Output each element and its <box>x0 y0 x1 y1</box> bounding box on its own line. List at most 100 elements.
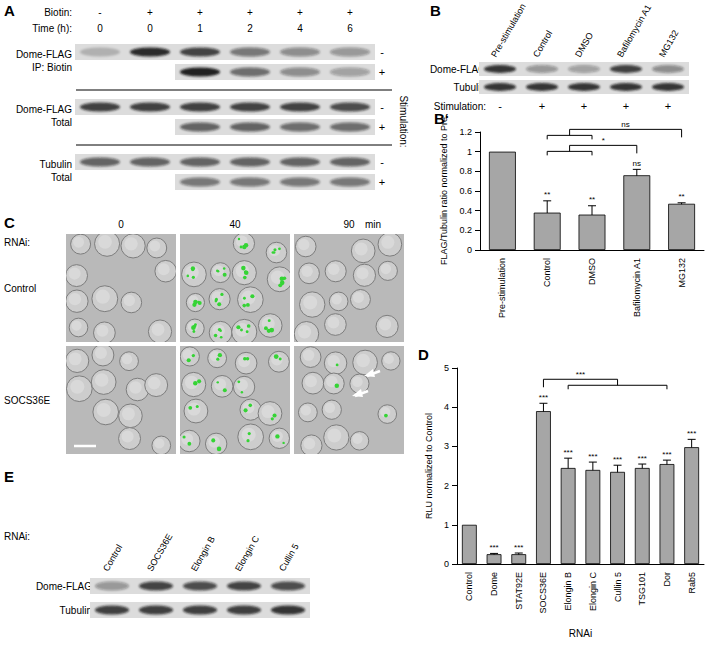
svg-text:4: 4 <box>297 23 303 34</box>
svg-text:***: *** <box>588 452 597 461</box>
svg-text:***: *** <box>514 543 523 552</box>
svg-text:Elongin C: Elongin C <box>588 572 598 612</box>
svg-text:***: *** <box>613 455 622 464</box>
svg-text:Pre-stimulation: Pre-stimulation <box>497 258 507 318</box>
svg-text:0.4: 0.4 <box>459 206 472 216</box>
svg-text:RNAi:: RNAi: <box>4 237 30 248</box>
svg-text:Time (h):: Time (h): <box>32 23 72 34</box>
svg-text:Elongin B: Elongin B <box>563 572 573 611</box>
svg-text:Tubulin: Tubulin <box>40 159 72 170</box>
svg-text:0.2: 0.2 <box>459 225 472 235</box>
svg-text:0.6: 0.6 <box>459 186 472 196</box>
svg-text:-: - <box>98 7 101 18</box>
svg-text:0: 0 <box>444 559 449 569</box>
svg-text:+: + <box>379 66 385 78</box>
svg-text:RNAi:: RNAi: <box>4 531 30 542</box>
svg-text:0: 0 <box>97 23 103 34</box>
svg-text:Dome-FLAG: Dome-FLAG <box>16 49 72 60</box>
svg-text:1.2: 1.2 <box>459 127 472 137</box>
svg-text:Cullin 5: Cullin 5 <box>277 542 301 573</box>
svg-text:90: 90 <box>343 219 355 230</box>
svg-text:Stimulation:: Stimulation: <box>398 95 409 147</box>
svg-text:0: 0 <box>118 219 124 230</box>
svg-text:Dor: Dor <box>662 572 672 587</box>
svg-text:Dome: Dome <box>489 572 499 596</box>
svg-text:3: 3 <box>444 441 449 451</box>
svg-text:-: - <box>498 100 502 112</box>
svg-text:0: 0 <box>147 23 153 34</box>
svg-text:B: B <box>430 2 441 19</box>
svg-text:***: *** <box>638 454 647 463</box>
svg-text:SOCS36E: SOCS36E <box>4 395 50 406</box>
svg-text:Biotin:: Biotin: <box>44 7 72 18</box>
svg-text:-: - <box>380 46 384 58</box>
svg-text:40: 40 <box>229 219 241 230</box>
svg-text:ns: ns <box>621 120 629 129</box>
svg-text:***: *** <box>563 448 572 457</box>
svg-text:0.8: 0.8 <box>459 166 472 176</box>
svg-text:min: min <box>365 219 381 230</box>
svg-text:Total: Total <box>51 172 72 183</box>
svg-text:Control: Control <box>542 258 552 287</box>
svg-text:Elongin B: Elongin B <box>189 535 217 573</box>
svg-text:6: 6 <box>347 23 353 34</box>
svg-text:Bafilomycin A1: Bafilomycin A1 <box>615 3 653 59</box>
svg-text:2: 2 <box>247 23 253 34</box>
svg-text:Rab5: Rab5 <box>687 572 697 594</box>
svg-text:+: + <box>297 7 303 18</box>
svg-text:1: 1 <box>197 23 203 34</box>
svg-text:A: A <box>4 2 15 19</box>
svg-text:***: *** <box>539 393 548 402</box>
svg-text:Stimulation:: Stimulation: <box>434 101 486 112</box>
svg-text:1: 1 <box>467 147 472 157</box>
svg-text:TSG101: TSG101 <box>637 572 647 606</box>
svg-text:+: + <box>623 100 629 112</box>
svg-text:0: 0 <box>467 245 472 255</box>
svg-text:4: 4 <box>444 402 449 412</box>
svg-text:Total: Total <box>51 117 72 128</box>
svg-text:Control: Control <box>4 283 36 294</box>
svg-text:IP: Biotin: IP: Biotin <box>32 62 72 73</box>
svg-text:**: ** <box>589 195 595 204</box>
svg-text:***: *** <box>687 429 696 438</box>
svg-text:***: *** <box>662 450 671 459</box>
svg-text:-: - <box>380 156 384 168</box>
svg-text:2: 2 <box>444 481 449 491</box>
svg-text:Tubulin: Tubulin <box>60 605 92 616</box>
svg-text:*: * <box>602 136 605 145</box>
svg-text:Control: Control <box>464 572 474 601</box>
svg-text:Bafilomycin A1: Bafilomycin A1 <box>632 258 642 317</box>
svg-text:**: ** <box>544 190 550 199</box>
svg-text:SOCS36E: SOCS36E <box>145 532 174 573</box>
svg-text:DMSO: DMSO <box>573 31 595 59</box>
svg-text:D: D <box>418 346 429 363</box>
svg-text:+: + <box>581 100 587 112</box>
svg-text:DMSO: DMSO <box>587 258 597 285</box>
svg-text:SOCS36E: SOCS36E <box>538 572 548 614</box>
svg-text:-: - <box>380 101 384 113</box>
svg-text:RNAi: RNAi <box>569 628 592 639</box>
svg-text:Control: Control <box>101 543 124 573</box>
svg-text:MG132: MG132 <box>657 28 680 59</box>
svg-text:+: + <box>347 7 353 18</box>
svg-text:Dome-FLAG: Dome-FLAG <box>16 104 72 115</box>
svg-text:+: + <box>247 7 253 18</box>
svg-text:**: ** <box>678 192 684 201</box>
svg-text:C: C <box>4 214 15 231</box>
svg-text:STAT92E: STAT92E <box>514 572 524 610</box>
svg-text:Pre-stimulation: Pre-stimulation <box>489 2 528 59</box>
svg-text:5: 5 <box>444 363 449 373</box>
svg-text:ns: ns <box>633 159 641 168</box>
svg-text:Dome-FLAG: Dome-FLAG <box>36 581 92 592</box>
svg-text:MG132: MG132 <box>677 258 687 288</box>
svg-text:Elongin C: Elongin C <box>233 534 261 573</box>
svg-text:Control: Control <box>531 29 554 59</box>
svg-text:1: 1 <box>444 520 449 530</box>
svg-text:Dome-FLAG: Dome-FLAG <box>430 64 486 75</box>
svg-text:RLU normalized to Control: RLU normalized to Control <box>424 413 434 519</box>
svg-text:Cullin 5: Cullin 5 <box>613 572 623 602</box>
svg-text:+: + <box>539 100 545 112</box>
svg-text:+: + <box>379 121 385 133</box>
svg-text:***: *** <box>489 543 498 552</box>
svg-text:***: *** <box>576 370 585 379</box>
